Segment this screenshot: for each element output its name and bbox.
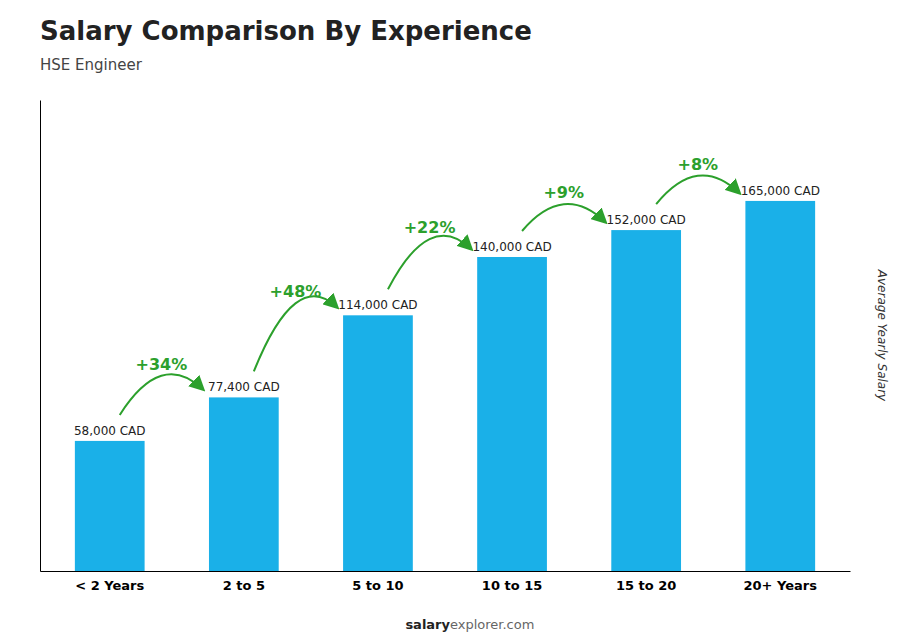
pct-change: +48%: [270, 282, 322, 301]
bar: [209, 397, 279, 571]
x-tick: 5 to 10: [352, 578, 403, 593]
x-tick-label: 5 to 10: [352, 578, 403, 593]
x-tick: 20+ Years: [744, 578, 818, 593]
bar: [611, 230, 681, 571]
y-axis-title: Average Yearly Salary: [875, 269, 889, 402]
footer-rest: explorer.com: [450, 617, 534, 632]
pct-change: +34%: [136, 355, 188, 374]
pct-change: +22%: [404, 218, 456, 237]
data-labels: 58,000 CAD 77,400 CAD 114,000 CAD 140,000 C…: [74, 184, 820, 438]
x-tick: 10 to 15: [482, 578, 542, 593]
x-tick: 15 to 20: [616, 578, 676, 593]
title: Salary Comparison By Experience: [40, 16, 532, 46]
bars: [75, 201, 815, 571]
data-label: 140,000 CAD: [472, 240, 551, 254]
x-tick-label: 20+ Years: [744, 578, 818, 593]
data-label: 152,000 CAD: [607, 213, 686, 227]
pct-arrow: [522, 204, 605, 231]
data-label: 77,400 CAD: [208, 380, 280, 394]
annotations: +34% +48% +22% +9% +8%: [120, 155, 740, 415]
pct-arrow: [120, 374, 203, 415]
x-tick-label: 15 to 20: [616, 578, 676, 593]
x-axis-line: [41, 571, 851, 572]
pct-change: +9%: [543, 183, 584, 202]
x-tick: 2 to 5: [223, 578, 265, 593]
x-axis: < 2 Years 2 to 5 5 to 10 10 to 15 15 to 20 20…: [41, 572, 851, 594]
x-tick-label: 10 to 15: [482, 578, 542, 593]
y-axis-line: [40, 101, 41, 572]
subtitle: HSE Engineer: [40, 56, 143, 74]
x-tick-label: 2 to 5: [223, 578, 265, 593]
pct-change: +8%: [677, 155, 718, 174]
bar: [745, 201, 815, 571]
x-tick: < 2 Years: [75, 578, 144, 593]
chart: Salary Comparison By Experience HSE Engin…: [0, 0, 900, 641]
footer-bold: salary: [405, 617, 450, 632]
x-tick-label: < 2 Years: [75, 578, 144, 593]
pct-arrow: [656, 175, 739, 204]
pct-arrow: [388, 236, 471, 290]
bar: [343, 315, 413, 571]
data-label: 114,000 CAD: [338, 298, 417, 312]
plot: < 2 Years 2 to 5 5 to 10 10 to 15 15 to 20 20…: [41, 101, 851, 594]
bar: [477, 257, 547, 571]
pct-arrow: [254, 296, 337, 371]
bar: [75, 441, 145, 571]
y-axis: [40, 101, 41, 572]
data-label: 58,000 CAD: [74, 424, 146, 438]
data-label: 165,000 CAD: [741, 184, 820, 198]
